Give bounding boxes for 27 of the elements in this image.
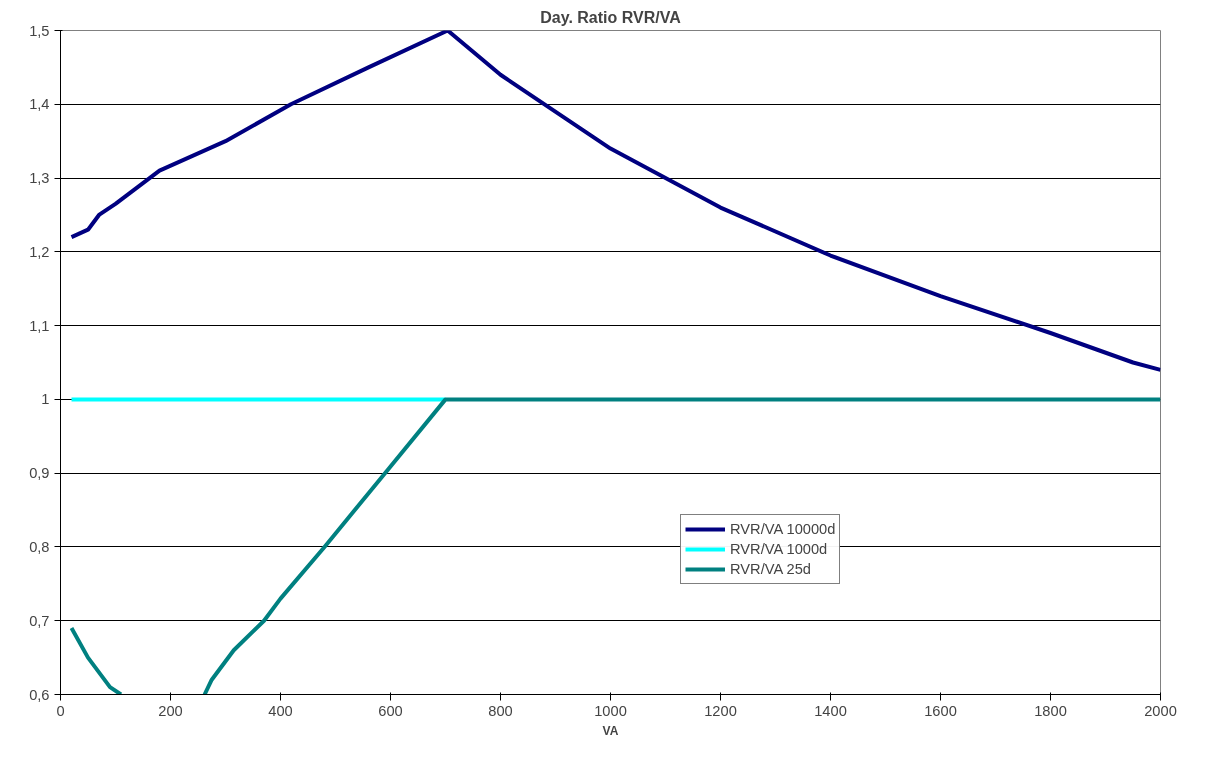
x-axis-title: VA: [602, 723, 619, 738]
y-tick-label: 1,3: [29, 170, 50, 187]
y-tick-label: 0,9: [29, 465, 50, 482]
x-tick-label: 200: [158, 702, 183, 719]
y-tick-label: 0,6: [29, 686, 50, 703]
y-tick-label: 1,5: [29, 22, 50, 39]
y-tick-label: 1,1: [29, 317, 50, 334]
x-tick-label: 1200: [704, 702, 737, 719]
x-tick-label: 800: [488, 702, 513, 719]
legend-label: RVR/VA 1000d: [730, 541, 828, 557]
y-tick-label: 1,4: [29, 96, 50, 113]
x-tick-label: 1800: [1034, 702, 1067, 719]
x-tick-label: 0: [56, 702, 65, 719]
x-tick-label: 1600: [924, 702, 957, 719]
x-tick-label: 1400: [814, 702, 847, 719]
x-tick-label: 400: [268, 702, 293, 719]
x-tick-label: 600: [378, 702, 403, 719]
legend-label: RVR/VA 25d: [730, 561, 811, 577]
y-tick-label: 0,8: [29, 538, 50, 555]
legend-label: RVR/VA 10000d: [730, 521, 836, 537]
y-tick-label: 1: [41, 391, 50, 408]
y-tick-label: 0,7: [29, 612, 50, 629]
line-series: [69, 30, 1161, 372]
x-tick-label: 2000: [1144, 702, 1177, 719]
chart-title: Day. Ratio RVR/VA: [540, 8, 682, 26]
y-tick-label: 1,2: [29, 243, 50, 260]
x-tick-label: 1000: [594, 702, 627, 719]
